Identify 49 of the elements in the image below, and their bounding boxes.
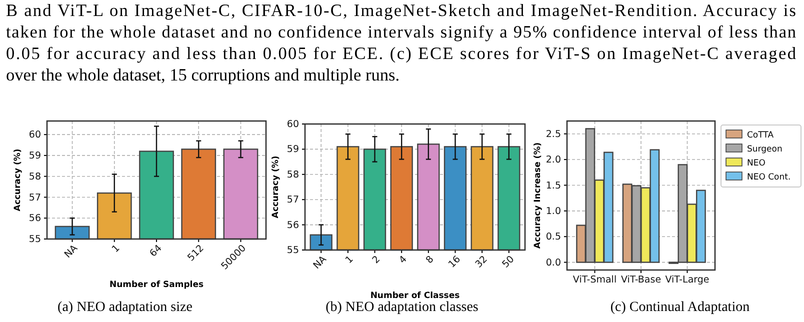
x-tick-label: 16 [446,254,463,270]
y-tick-label: 56 [286,220,299,231]
y-tick-label: 58 [28,171,41,182]
x-tick-label: 512 [186,242,206,264]
x-tick-label: 64 [148,242,164,260]
legend-label: Surgeon [747,144,782,154]
x-tick-label: 4 [397,254,410,266]
y-tick-label: 1.5 [546,180,561,192]
y-tick-label: 55 [286,245,299,256]
y-tick-label: 59 [28,150,41,162]
legend-label: NEO Cont. [747,172,791,182]
y-tick-label: 56 [28,213,41,224]
y-axis-title: Accuracy Increase (%) [533,142,543,249]
text: over the whole dataset, 15 corruptions and multiple runs. [6,66,400,84]
x-axis-title: Number of Classes [370,291,460,301]
y-tick-label: 2.0 [546,154,561,166]
text: taken for the whole dataset and no confidence intervals signify a 95% confidence interval of less than [6,22,796,42]
x-tick-label: NA [62,242,80,260]
text: 0.05 for accuracy and less than 0.005 for ECE. (c) ECE scores for ViT-S on ImageNet-C averaged [6,44,796,63]
text: (b) NEO adaptation classes [326,300,478,315]
y-tick-label: 57 [286,194,299,206]
y-tick-label: 59 [286,144,299,156]
x-tick-label: 2 [370,254,382,266]
y-tick-label: 0.0 [546,257,561,268]
y-axis-title: Accuracy (%) [13,148,23,212]
y-tick-label: 1.0 [546,206,561,217]
y-tick-label: 55 [28,234,41,246]
legend-label: CoTTA [747,130,774,140]
y-tick-label: 60 [28,130,41,141]
legend-label: NEO [747,158,766,168]
text: (c) Continual Adaptation [610,300,750,315]
y-tick-label: 60 [286,119,299,130]
x-tick-label: 1 [344,254,356,266]
x-tick-label: ViT-Base [620,274,662,286]
text: (a) NEO adaptation size [58,300,192,315]
x-tick-label: ViT-Large [665,274,710,286]
x-tick-label: 1 [110,242,122,256]
x-tick-label: ViT-Small [572,274,617,286]
x-tick-label: NA [311,254,330,272]
x-tick-label: 8 [424,254,436,266]
text: B and ViT-L on ImageNet-C, CIFAR-10-C, ImageNet-Sketch and ImageNet-Rendition. Accuracy is [6,1,796,20]
x-tick-label: 32 [473,254,490,270]
y-tick-label: 2.5 [546,128,561,140]
x-tick-label: 50 [500,254,517,270]
y-tick-label: 58 [286,169,299,180]
y-axis-title: Accuracy (%) [271,156,281,218]
y-tick-label: 0.5 [546,232,561,243]
y-tick-label: 57 [28,192,41,204]
x-axis-title: Number of Samples [109,280,204,290]
